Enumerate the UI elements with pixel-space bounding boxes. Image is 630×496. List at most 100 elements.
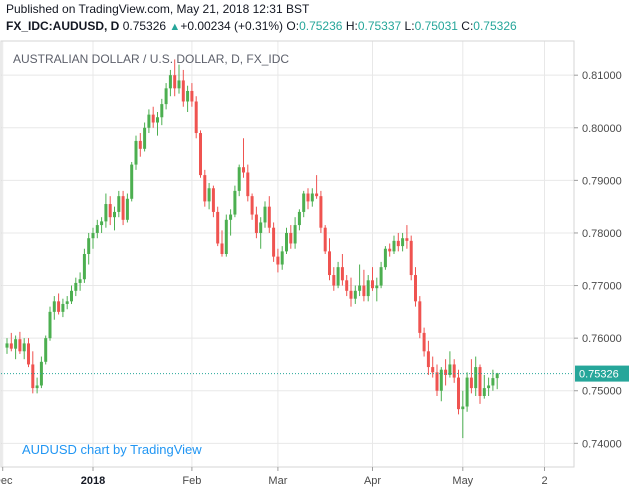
candle-body (439, 369, 443, 391)
candle-body (422, 332, 426, 352)
candle-body (95, 225, 99, 233)
last-price-badge-label: 0.75326 (579, 369, 619, 381)
candle-body (91, 232, 95, 239)
candle (224, 214, 228, 257)
candle (151, 106, 155, 128)
candle (431, 356, 435, 378)
candle (315, 175, 319, 199)
candle-body (224, 219, 228, 254)
candle (242, 138, 245, 178)
candle-body (388, 248, 392, 252)
open-label: O: (286, 19, 300, 33)
candle (401, 232, 405, 252)
candle (104, 193, 108, 228)
candle (190, 83, 194, 107)
candle-body (491, 378, 495, 386)
candle-body (332, 275, 336, 286)
candle (375, 277, 379, 302)
y-tick-label: 0.76000 (582, 333, 622, 345)
candle (414, 267, 417, 307)
candle (285, 227, 288, 254)
candle-body (151, 114, 155, 123)
candle-body (336, 267, 340, 286)
candle-body (297, 211, 301, 226)
x-tick-label: 2 (541, 475, 547, 487)
candlestick-chart[interactable]: AUSTRALIAN DOLLAR / U.S. DOLLAR, D, FX_I… (0, 40, 630, 496)
candle-body (315, 193, 319, 197)
candle-body (207, 188, 211, 202)
change-value: +0.00234 (+0.31%) (180, 19, 284, 33)
high-label: H: (345, 19, 358, 33)
candle (474, 356, 478, 396)
candle (113, 206, 116, 231)
candle (491, 369, 495, 391)
candle-body (293, 225, 297, 244)
grid (1, 41, 574, 467)
candle (48, 306, 52, 341)
candle-body (177, 80, 181, 89)
y-tick-label: 0.74000 (582, 438, 622, 450)
candle-body (474, 367, 478, 389)
time-axis[interactable]: Dec 2018 Feb Mar Apr May 2 (0, 467, 548, 487)
candle-body (22, 343, 26, 352)
candle (211, 185, 215, 218)
candle (353, 285, 357, 304)
candle (134, 135, 138, 170)
candle-body (371, 280, 374, 289)
x-tick-label: Feb (182, 475, 201, 487)
candle-body (143, 127, 147, 149)
candle (259, 217, 263, 249)
candle-body (121, 196, 125, 220)
candle-body (203, 175, 207, 202)
candle (9, 332, 13, 352)
candle (328, 238, 331, 281)
candle-body (452, 364, 456, 378)
candle-body (211, 188, 215, 212)
candle (418, 296, 422, 339)
candle-body (426, 351, 430, 368)
chart-title: AUSTRALIAN DOLLAR / U.S. DOLLAR, D, FX_I… (13, 52, 289, 66)
candle (336, 261, 340, 289)
candle (289, 225, 293, 249)
candle-body (194, 101, 198, 134)
candle-body (401, 238, 405, 247)
candle (14, 335, 18, 360)
candle-body (78, 279, 82, 283)
candle-body (379, 267, 383, 286)
candle-body (160, 104, 164, 118)
candle-body (246, 172, 250, 197)
candle-body (164, 88, 168, 105)
y-tick-label: 0.80000 (582, 123, 622, 135)
candle (203, 169, 207, 207)
candle (237, 164, 241, 197)
high-value: 0.75337 (357, 19, 402, 33)
candle (168, 69, 172, 97)
candle (82, 248, 86, 283)
candle (35, 377, 39, 394)
candle-body (435, 372, 439, 391)
y-tick-label: 0.78000 (582, 228, 622, 240)
candle-body (74, 282, 78, 291)
candle-body (328, 251, 331, 276)
candle (457, 369, 460, 415)
y-tick-label: 0.75000 (582, 386, 622, 398)
candle-body (190, 90, 194, 102)
candle-body (362, 285, 366, 297)
candle-body (448, 364, 452, 375)
candle-body (418, 301, 422, 333)
candle (125, 193, 129, 223)
price-axis[interactable]: 0.81000 0.80000 0.79000 0.78000 0.77000 0.760… (574, 70, 622, 450)
candle-body (358, 285, 362, 291)
candle (388, 243, 392, 257)
candle (44, 335, 48, 365)
candle (246, 164, 250, 202)
candle-body (259, 222, 263, 233)
candle-body (70, 290, 73, 302)
candle (229, 209, 233, 236)
candle (310, 188, 314, 207)
x-tick-label: Mar (268, 475, 287, 487)
candle (160, 98, 164, 126)
candle-body (263, 206, 267, 223)
candle (186, 85, 190, 112)
x-tick-label: 2018 (81, 475, 105, 487)
